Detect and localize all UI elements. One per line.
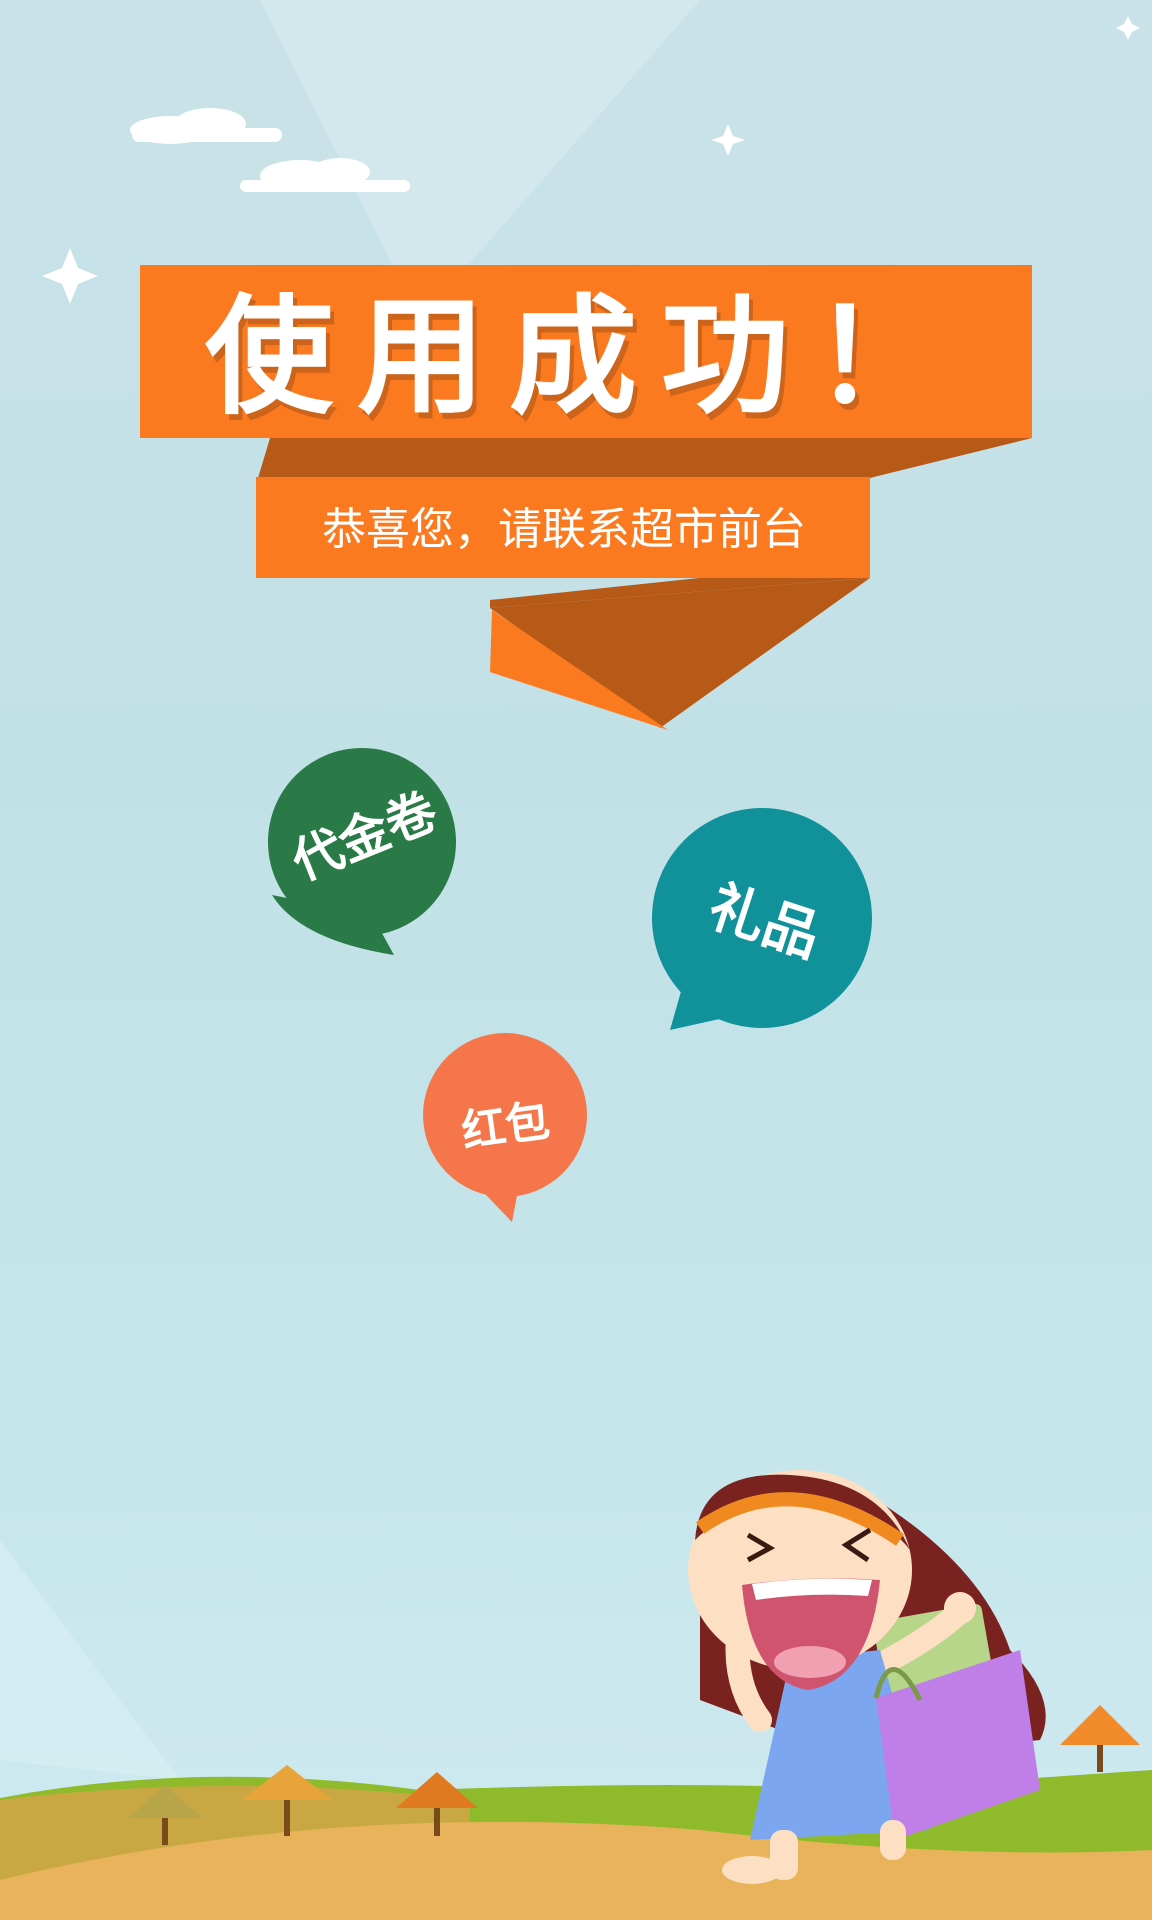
happy-girl-illustration bbox=[688, 1470, 1046, 1884]
cloud-icon bbox=[130, 108, 282, 144]
tree-icon bbox=[396, 1772, 478, 1836]
ribbon-banner bbox=[140, 265, 1032, 730]
page-title: 使用成功！ bbox=[204, 283, 965, 432]
sparkle-icon bbox=[42, 248, 98, 304]
page-subtitle: 恭喜您，请联系超市前台 bbox=[322, 504, 806, 555]
red-packet-bubble bbox=[423, 1033, 587, 1222]
gift-bubble bbox=[652, 808, 872, 1030]
voucher-bubble bbox=[268, 748, 456, 955]
sparkle-icon bbox=[711, 124, 745, 156]
light-hill bbox=[0, 1540, 180, 1780]
tree-icon bbox=[242, 1765, 332, 1836]
tree-icon bbox=[128, 1785, 202, 1845]
hill-sand bbox=[0, 1821, 1152, 1920]
cloud-icon bbox=[240, 158, 410, 192]
light-ray bbox=[260, 0, 700, 320]
sparkle-icon bbox=[1116, 16, 1140, 40]
tree-icon bbox=[1060, 1705, 1140, 1772]
